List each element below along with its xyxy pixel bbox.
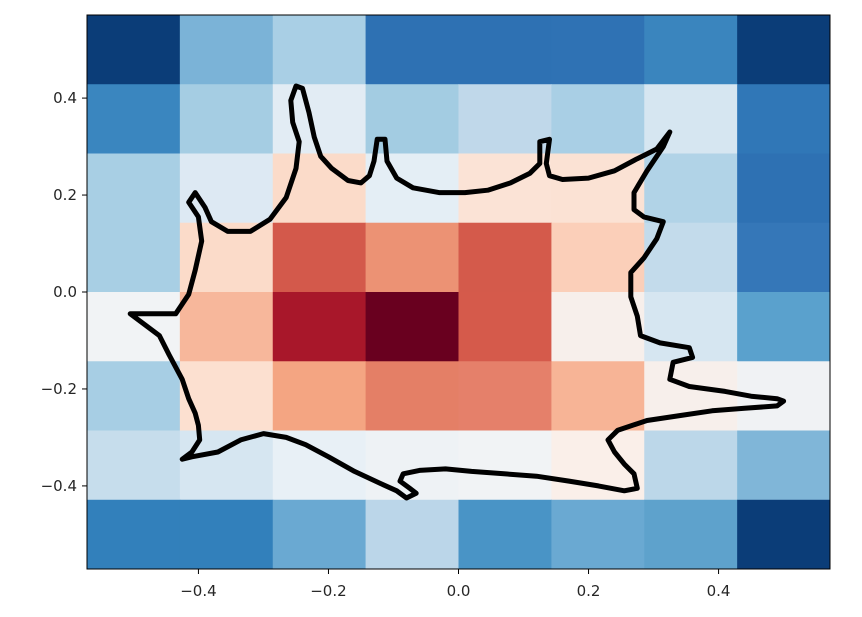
heatmap-cell: [737, 430, 831, 501]
heatmap-cell: [87, 222, 181, 293]
heatmap-cell: [458, 430, 552, 501]
x-axis: −0.4 −0.2 0.0 0.2 0.4: [180, 569, 730, 600]
heatmap-cell: [87, 15, 181, 85]
heatmap-cell: [365, 361, 459, 431]
x-tick-label: −0.2: [310, 582, 346, 600]
heatmap-cell: [458, 292, 552, 362]
heatmap-cell: [87, 84, 181, 154]
heatmap-cell: [365, 292, 459, 362]
heatmap-cell: [737, 222, 831, 293]
heatmap-cell: [551, 292, 645, 362]
heatmap-cell: [458, 15, 552, 85]
y-tick-label: −0.4: [41, 477, 77, 495]
heatmap-cell: [737, 15, 831, 85]
x-tick-label: −0.4: [180, 582, 216, 600]
heatmap-cell: [458, 499, 552, 570]
heatmap-cell: [644, 499, 738, 570]
y-tick-label: 0.4: [53, 89, 77, 107]
heatmap-cell: [272, 430, 367, 501]
heatmap-cell: [644, 153, 738, 224]
y-axis: 0.4 0.2 0.0 −0.2 −0.4: [41, 89, 87, 495]
heatmap-cell: [365, 499, 459, 570]
heatmap-cell: [737, 292, 831, 362]
heatmap-cell: [87, 499, 181, 570]
heatmap-cell: [87, 430, 181, 501]
heatmap-cell: [551, 84, 645, 154]
y-tick-label: −0.2: [41, 380, 77, 398]
heatmap-cell: [551, 15, 645, 85]
heatmap-cell: [87, 153, 181, 224]
y-tick-label: 0.0: [53, 283, 77, 301]
outline-curve: [127, 83, 787, 501]
heatmap-cell: [365, 222, 459, 293]
heatmap-cell: [458, 84, 552, 154]
heatmap-cell: [458, 361, 552, 431]
heatmap-cell: [272, 292, 367, 362]
x-tick-label: 0.0: [447, 582, 471, 600]
heatmap-cell: [458, 222, 552, 293]
heatmap-cell: [365, 15, 459, 85]
heatmap-cell: [365, 84, 459, 154]
heatmap-cell: [551, 361, 645, 431]
heatmap-cell: [272, 15, 367, 85]
heatmap-cell: [737, 84, 831, 154]
heatmap-cell: [272, 361, 367, 431]
heatmap-cell: [179, 361, 274, 431]
heatmap-cell: [737, 153, 831, 224]
heatmap-cell: [737, 499, 831, 570]
heatmap-cell: [272, 499, 367, 570]
heatmap-cell: [179, 15, 274, 85]
x-tick-label: 0.4: [707, 582, 731, 600]
x-tick-label: 0.2: [577, 582, 601, 600]
heatmap-cell: [644, 430, 738, 501]
y-tick-label: 0.2: [53, 186, 77, 204]
heatmap-cell: [272, 222, 367, 293]
heatmap-cell: [179, 222, 274, 293]
heatmap-cell: [87, 361, 181, 431]
heatmap-cell: [179, 84, 274, 154]
heatmap-cells: [87, 15, 831, 570]
heatmap-cell: [179, 292, 274, 362]
heatmap-cell: [551, 499, 645, 570]
heatmap-cell: [272, 84, 367, 154]
heatmap-cell: [179, 499, 274, 570]
heatmap-cell: [179, 430, 274, 501]
heatmap-cell: [644, 15, 738, 85]
